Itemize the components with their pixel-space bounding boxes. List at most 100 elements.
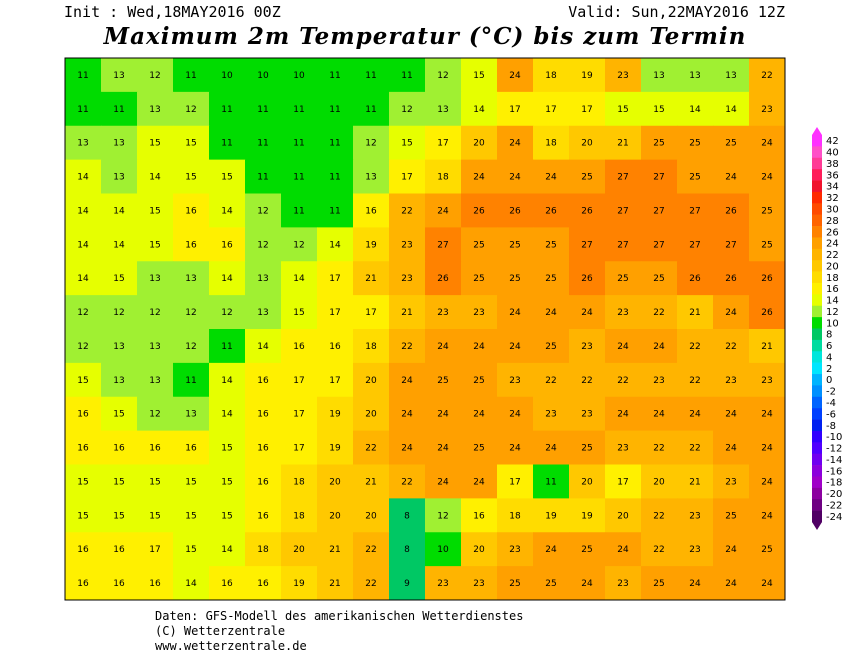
- temperature-label: 18: [509, 511, 521, 521]
- temperature-label: 25: [653, 274, 664, 284]
- temperature-cell: [425, 329, 462, 364]
- temperature-cell: [209, 566, 246, 601]
- temperature-cell: [713, 532, 750, 567]
- temperature-cell: [749, 329, 786, 364]
- temperature-label: 14: [77, 240, 89, 250]
- temperature-cell: [317, 532, 354, 567]
- temperature-cell: [101, 125, 138, 161]
- temperature-cell: [137, 193, 174, 228]
- temperature-label: 23: [653, 376, 664, 386]
- temperature-label: 15: [113, 410, 124, 420]
- temperature-label: 10: [293, 71, 305, 81]
- temperature-cell: [389, 125, 426, 161]
- legend-label: 18: [826, 273, 839, 284]
- temperature-cell: [713, 125, 750, 161]
- init-time: Init : Wed,18MAY2016 00Z: [64, 3, 281, 21]
- temperature-cell: [353, 91, 390, 127]
- temperature-label: 11: [545, 477, 556, 487]
- temperature-cell: [209, 58, 246, 93]
- temperature-cell: [209, 261, 246, 296]
- temperature-label: 10: [437, 545, 449, 555]
- temperature-label: 23: [581, 342, 592, 352]
- temperature-label: 23: [617, 71, 628, 81]
- temperature-cell: [209, 498, 246, 533]
- legend-label: 14: [826, 296, 839, 307]
- temperature-cell: [245, 532, 282, 567]
- temperature-cell: [101, 58, 138, 93]
- temperature-label: 15: [185, 139, 196, 149]
- temperature-label: 12: [77, 308, 88, 318]
- temperature-cell: [461, 159, 498, 194]
- legend-label: 32: [826, 193, 839, 204]
- temperature-cell: [65, 227, 102, 262]
- temperature-cell: [353, 58, 390, 93]
- temperature-cell: [281, 532, 318, 567]
- temperature-cell: [245, 159, 282, 194]
- temperature-label: 20: [293, 545, 305, 555]
- temperature-label: 24: [509, 173, 521, 183]
- temperature-label: 12: [257, 240, 268, 250]
- temperature-cell: [713, 159, 750, 194]
- temperature-label: 24: [401, 410, 413, 420]
- legend-swatch: [812, 180, 822, 193]
- temperature-label: 15: [113, 274, 124, 284]
- temperature-label: 11: [257, 105, 268, 115]
- temperature-cell: [569, 566, 606, 601]
- temperature-cell: [461, 464, 498, 499]
- temperature-label: 27: [653, 173, 664, 183]
- temperature-label: 22: [365, 579, 376, 589]
- temperature-cell: [497, 498, 534, 533]
- temperature-label: 11: [329, 173, 340, 183]
- temperature-label: 24: [401, 444, 413, 454]
- legend-label: -20: [826, 489, 842, 500]
- temperature-cell: [101, 91, 138, 127]
- temperature-label: 22: [689, 444, 700, 454]
- temperature-cell: [677, 295, 714, 330]
- temperature-cell: [65, 125, 102, 161]
- temperature-label: 13: [725, 71, 736, 81]
- temperature-label: 24: [725, 444, 737, 454]
- temperature-cell: [65, 362, 102, 398]
- legend-label: -2: [826, 387, 836, 398]
- temperature-label: 27: [617, 240, 628, 250]
- temperature-cell: [425, 362, 462, 398]
- temperature-label: 21: [365, 274, 376, 284]
- temperature-cell: [713, 566, 750, 601]
- temperature-cell: [173, 295, 210, 330]
- temperature-cell: [533, 430, 570, 465]
- temperature-label: 14: [725, 105, 737, 115]
- temperature-label: 22: [617, 376, 628, 386]
- temperature-cell: [605, 227, 642, 262]
- legend-label: -22: [826, 500, 842, 511]
- temperature-cell: [389, 91, 426, 127]
- temperature-label: 25: [509, 579, 520, 589]
- temperature-label: 9: [404, 579, 410, 589]
- temperature-label: 15: [113, 477, 124, 487]
- temperature-cell: [713, 362, 750, 398]
- temperature-label: 27: [653, 206, 664, 216]
- temperature-label: 24: [761, 477, 773, 487]
- temperature-cell: [65, 261, 102, 296]
- temperature-label: 16: [149, 579, 161, 589]
- temperature-cell: [497, 58, 534, 93]
- temperature-label: 17: [293, 410, 304, 420]
- temperature-cell: [65, 159, 102, 194]
- temperature-label: 16: [77, 579, 89, 589]
- temperature-cell: [353, 261, 390, 296]
- temperature-cell: [173, 566, 210, 601]
- temperature-cell: [425, 91, 462, 127]
- temperature-label: 25: [581, 444, 592, 454]
- temperature-label: 14: [257, 342, 269, 352]
- temperature-label: 15: [149, 240, 160, 250]
- temperature-label: 12: [149, 410, 160, 420]
- temperature-label: 14: [221, 376, 233, 386]
- temperature-label: 17: [581, 105, 592, 115]
- temperature-label: 23: [545, 410, 556, 420]
- temperature-label: 24: [509, 71, 521, 81]
- legend-swatch: [812, 396, 822, 409]
- temperature-cell: [425, 58, 462, 93]
- temperature-label: 14: [293, 274, 305, 284]
- temperature-cell: [173, 532, 210, 567]
- temperature-cell: [245, 193, 282, 228]
- temperature-cell: [461, 295, 498, 330]
